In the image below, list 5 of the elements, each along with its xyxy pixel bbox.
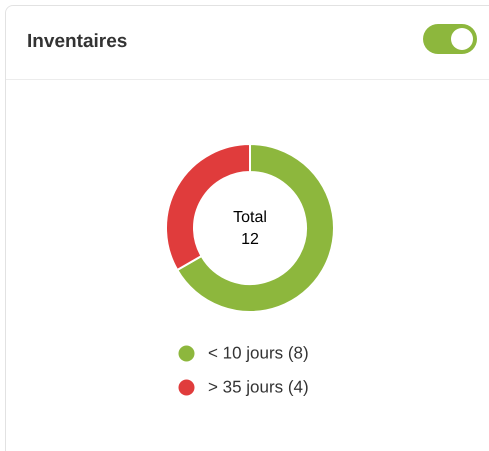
text: 12: [241, 231, 259, 248]
legend-label: > 35 jours (4): [208, 378, 309, 396]
text: Total: [233, 209, 267, 226]
chart-title: Inventaires: [27, 31, 128, 53]
legend-label: < 10 jours (8): [208, 344, 309, 362]
